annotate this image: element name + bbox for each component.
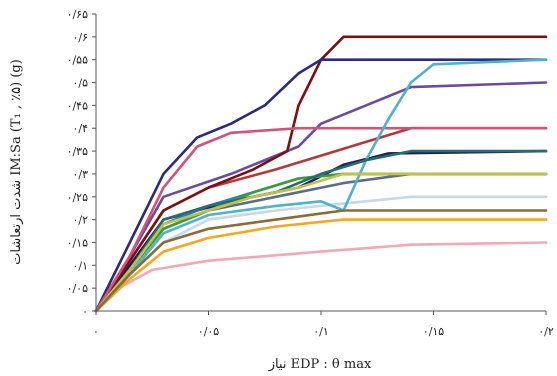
series-line-7 [94,81,548,313]
x-tick-label: ۰/۱۵ [423,325,445,338]
y-tick-label: ۰/۶۵ [67,8,89,21]
y-tick-label: ۰/۶ [72,31,88,44]
y-tick-label: ۰/۰۵ [67,282,89,295]
y-tick-label: ۰/۱۵ [67,236,89,249]
series-line-2 [94,218,548,313]
y-tick-label: ۰/۲ [72,214,88,227]
y-tick-label: ۰/۴ [72,122,88,135]
series-line-11 [94,58,548,313]
x-tick-label: ۰/۰۵ [198,325,220,338]
y-tick-label: ۰/۵۵ [67,54,89,67]
y-tick-label: ۰/۳۵ [67,145,89,158]
x-axis-title: EDP : θ max نیاز [268,357,372,372]
y-tick-label: ۰/۲۵ [67,191,89,204]
y-tick-label: ۰/۳ [72,168,88,181]
x-ticks: ۰ ۰/۰۵ ۰/۱ ۰/۱۵ ۰/۲ [93,311,554,338]
series-line-10 [94,126,548,313]
y-axis-title: شدت ارتعاشات IM:Sa (T₁ , ٪۵) (g) [9,59,24,265]
series-layer [94,35,548,313]
series-line-16 [94,209,548,313]
x-tick-label: ۰/۱ [313,325,329,338]
series-line-8 [94,35,548,313]
y-tick-label: ۰/۵ [72,77,88,90]
y-tick-label: ۰/۱ [72,259,88,272]
y-tick-label: ۰ [82,305,88,318]
series-line-9 [94,58,548,313]
x-tick-label: ۰ [93,325,99,338]
x-tick-label: ۰/۲ [538,325,554,338]
series-line-15 [94,172,548,313]
y-ticks: ۰ ۰/۰۵ ۰/۱ ۰/۱۵ ۰/۲ ۰/۲۵ ۰/۳ ۰/۳۵ ۰/۴ ۰/۴۵ ۰/۵ ۰/۵۵… [67,8,96,318]
y-tick-label: ۰/۴۵ [67,99,89,112]
